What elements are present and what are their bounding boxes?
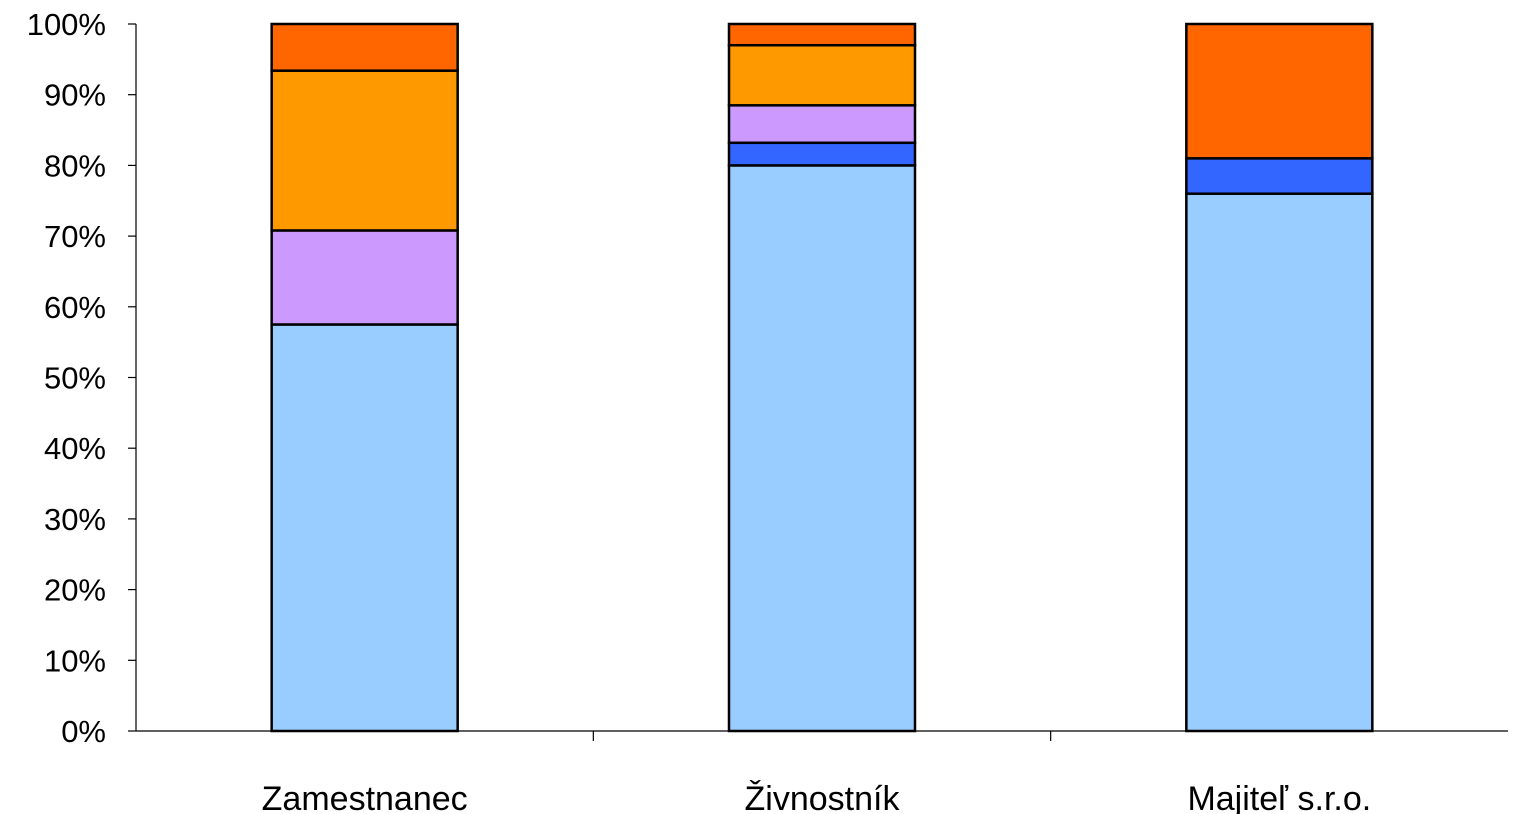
x-category-label: Živnostník xyxy=(745,780,901,814)
y-tick-label: 20% xyxy=(44,573,106,608)
x-axis xyxy=(136,730,1508,741)
y-tick-label: 0% xyxy=(61,714,106,749)
y-tick-label: 90% xyxy=(44,78,106,113)
y-tick-label: 50% xyxy=(44,361,106,396)
y-tick-label: 40% xyxy=(44,431,106,466)
bar-segment xyxy=(270,69,459,232)
bar-segment xyxy=(727,141,917,167)
bar-segment xyxy=(727,22,917,47)
bar-segment xyxy=(270,323,459,733)
y-tick-label: 100% xyxy=(27,7,106,42)
bar-segment xyxy=(727,104,917,145)
bar-segment xyxy=(1185,157,1374,195)
bar-segment xyxy=(1185,22,1374,160)
bars xyxy=(270,22,1374,733)
y-tick-label: 30% xyxy=(44,502,106,537)
bar-segment xyxy=(727,164,917,733)
y-tick-label: 60% xyxy=(44,290,106,325)
y-tick-label: 70% xyxy=(44,219,106,254)
x-category-label: Majiteľ s.r.o. xyxy=(1187,780,1371,814)
bar-segment xyxy=(1185,192,1374,733)
y-tick-label: 10% xyxy=(44,643,106,678)
y-axis: 0% 10% 20% 30% 40% 50% 60% 70% 80% 90% 100% xyxy=(27,7,137,749)
y-tick-label: 80% xyxy=(44,148,106,183)
bar-segment xyxy=(270,22,459,72)
bar-segment xyxy=(727,43,917,107)
x-axis-labels: Zamestnanec Živnostník Majiteľ s.r.o. xyxy=(262,780,1372,814)
x-category-label: Zamestnanec xyxy=(262,780,468,814)
bar-segment xyxy=(270,229,459,326)
